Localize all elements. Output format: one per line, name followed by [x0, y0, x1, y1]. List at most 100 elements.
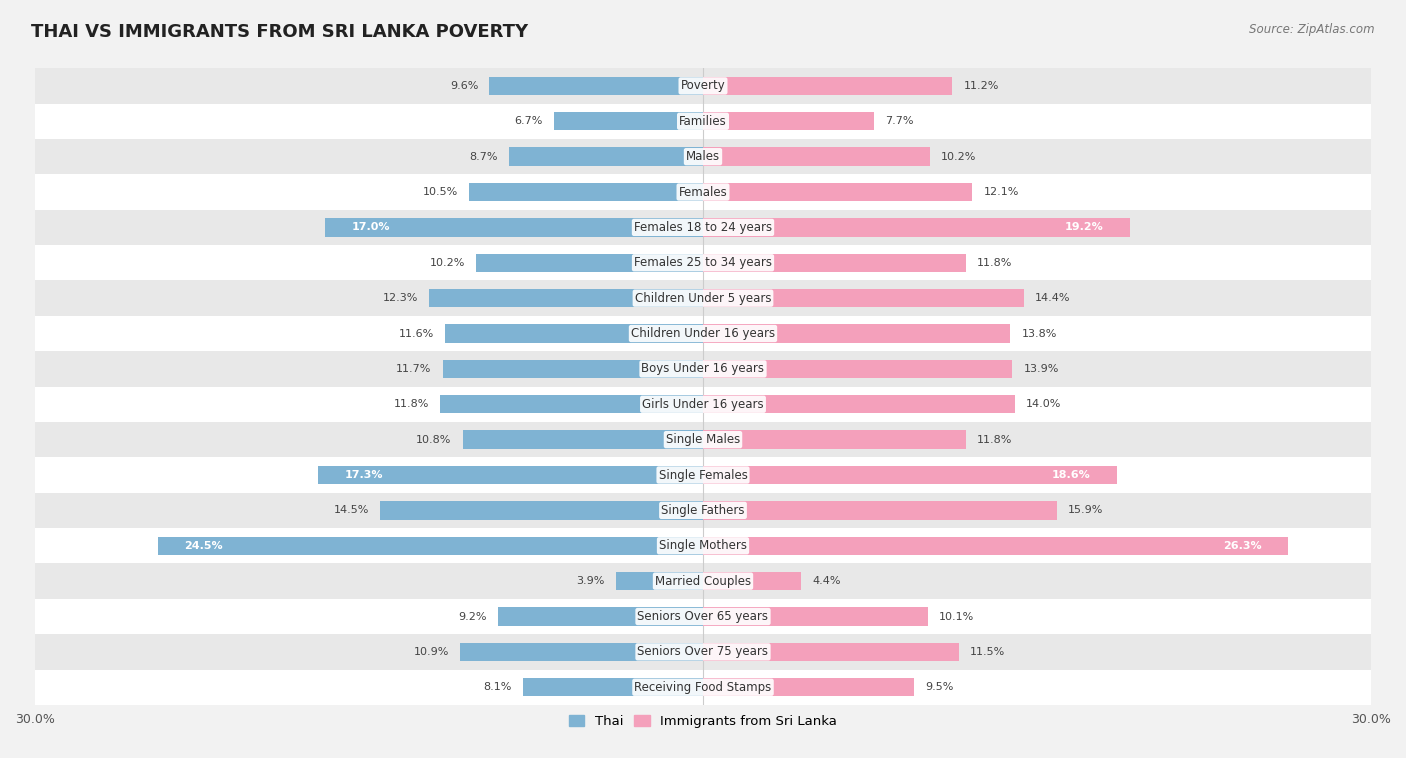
Bar — [703, 360, 1012, 378]
Text: Single Males: Single Males — [666, 433, 740, 446]
Bar — [35, 104, 1371, 139]
Bar — [35, 316, 1371, 351]
Text: Females 25 to 34 years: Females 25 to 34 years — [634, 256, 772, 269]
Bar — [616, 572, 703, 590]
Text: 10.9%: 10.9% — [413, 647, 449, 657]
Bar — [35, 457, 1371, 493]
Text: Receiving Food Stamps: Receiving Food Stamps — [634, 681, 772, 694]
Text: 10.2%: 10.2% — [429, 258, 465, 268]
Text: 8.1%: 8.1% — [484, 682, 512, 692]
Bar — [440, 395, 703, 413]
Text: Children Under 5 years: Children Under 5 years — [634, 292, 772, 305]
Bar — [703, 183, 973, 201]
Bar — [318, 466, 703, 484]
Text: Single Females: Single Females — [658, 468, 748, 481]
Text: Seniors Over 65 years: Seniors Over 65 years — [637, 610, 769, 623]
Bar — [470, 183, 703, 201]
Text: 10.5%: 10.5% — [423, 187, 458, 197]
Text: Source: ZipAtlas.com: Source: ZipAtlas.com — [1250, 23, 1375, 36]
Bar — [444, 324, 703, 343]
Text: 9.6%: 9.6% — [450, 81, 478, 91]
Text: 10.1%: 10.1% — [939, 612, 974, 622]
Bar — [703, 466, 1116, 484]
Text: 13.9%: 13.9% — [1024, 364, 1059, 374]
Text: 6.7%: 6.7% — [515, 116, 543, 127]
Text: 14.0%: 14.0% — [1026, 399, 1062, 409]
Text: 11.5%: 11.5% — [970, 647, 1005, 657]
Bar — [703, 678, 914, 697]
Text: 26.3%: 26.3% — [1223, 540, 1261, 551]
Text: 9.2%: 9.2% — [458, 612, 486, 622]
Text: 3.9%: 3.9% — [576, 576, 605, 586]
Bar — [35, 174, 1371, 210]
Bar — [509, 148, 703, 166]
Bar — [35, 634, 1371, 669]
Text: 17.3%: 17.3% — [344, 470, 382, 480]
Bar — [703, 607, 928, 625]
Text: 17.0%: 17.0% — [352, 222, 389, 233]
Bar — [703, 148, 931, 166]
Text: Girls Under 16 years: Girls Under 16 years — [643, 398, 763, 411]
Text: 19.2%: 19.2% — [1064, 222, 1104, 233]
Bar — [325, 218, 703, 236]
Bar — [35, 422, 1371, 457]
Text: 24.5%: 24.5% — [184, 540, 224, 551]
Text: 14.5%: 14.5% — [333, 506, 368, 515]
Bar — [489, 77, 703, 95]
Bar — [703, 289, 1024, 307]
Text: Seniors Over 75 years: Seniors Over 75 years — [637, 645, 769, 659]
Text: 14.4%: 14.4% — [1035, 293, 1070, 303]
Bar — [443, 360, 703, 378]
Bar — [463, 431, 703, 449]
Text: 11.6%: 11.6% — [398, 328, 433, 339]
Text: Poverty: Poverty — [681, 80, 725, 92]
Text: THAI VS IMMIGRANTS FROM SRI LANKA POVERTY: THAI VS IMMIGRANTS FROM SRI LANKA POVERT… — [31, 23, 529, 41]
Text: Males: Males — [686, 150, 720, 163]
Text: 10.8%: 10.8% — [416, 434, 451, 445]
Bar — [35, 387, 1371, 422]
Text: Boys Under 16 years: Boys Under 16 years — [641, 362, 765, 375]
Bar — [523, 678, 703, 697]
Text: 11.8%: 11.8% — [394, 399, 429, 409]
Legend: Thai, Immigrants from Sri Lanka: Thai, Immigrants from Sri Lanka — [564, 709, 842, 733]
Bar — [703, 324, 1010, 343]
Bar — [703, 537, 1288, 555]
Bar — [35, 139, 1371, 174]
Text: 7.7%: 7.7% — [886, 116, 914, 127]
Bar — [35, 599, 1371, 634]
Text: Single Mothers: Single Mothers — [659, 539, 747, 553]
Bar — [703, 77, 952, 95]
Bar — [703, 572, 801, 590]
Bar — [498, 607, 703, 625]
Bar — [35, 351, 1371, 387]
Text: Married Couples: Married Couples — [655, 575, 751, 587]
Bar — [35, 669, 1371, 705]
Bar — [157, 537, 703, 555]
Bar — [35, 563, 1371, 599]
Text: Females 18 to 24 years: Females 18 to 24 years — [634, 221, 772, 234]
Text: 4.4%: 4.4% — [813, 576, 841, 586]
Text: Females: Females — [679, 186, 727, 199]
Text: 9.5%: 9.5% — [925, 682, 955, 692]
Text: 15.9%: 15.9% — [1069, 506, 1104, 515]
Bar — [703, 218, 1130, 236]
Text: 10.2%: 10.2% — [941, 152, 977, 161]
Bar — [703, 112, 875, 130]
Bar — [35, 210, 1371, 245]
Bar — [35, 245, 1371, 280]
Text: 12.1%: 12.1% — [983, 187, 1019, 197]
Bar — [35, 280, 1371, 316]
Bar — [703, 254, 966, 272]
Bar — [35, 68, 1371, 104]
Bar — [475, 254, 703, 272]
Bar — [380, 501, 703, 519]
Bar — [703, 501, 1057, 519]
Bar — [429, 289, 703, 307]
Text: 12.3%: 12.3% — [382, 293, 418, 303]
Bar — [35, 528, 1371, 563]
Text: 11.2%: 11.2% — [963, 81, 998, 91]
Text: Children Under 16 years: Children Under 16 years — [631, 327, 775, 340]
Text: Single Fathers: Single Fathers — [661, 504, 745, 517]
Text: 11.8%: 11.8% — [977, 258, 1012, 268]
Text: 8.7%: 8.7% — [470, 152, 498, 161]
